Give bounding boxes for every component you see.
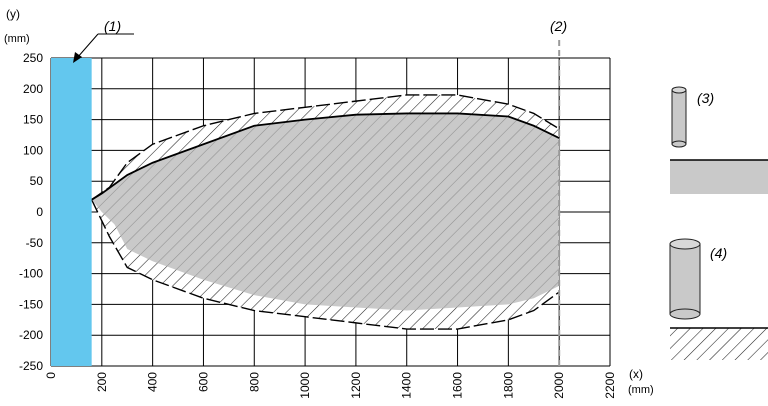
x-tick-2200: 2200: [603, 372, 617, 399]
y-tick-250: 250: [23, 51, 43, 65]
x-tick-2000: 2000: [552, 372, 566, 399]
y-tick--150: -150: [19, 297, 43, 311]
callout-2: (2): [550, 18, 567, 34]
inner-zone-upper-edge: [91, 112, 560, 201]
thin-cylinder-icon: [671, 86, 687, 148]
x-tick-200: 200: [95, 372, 109, 392]
y-tick--200: -200: [19, 328, 43, 342]
y-tick-0: 0: [36, 205, 43, 219]
callout-1: (1): [104, 18, 121, 34]
legend-label-3: (3): [697, 90, 714, 106]
y-tick--50: -50: [26, 236, 44, 250]
y-tick--100: -100: [19, 267, 43, 281]
inner-zone: [91, 112, 560, 311]
x-tick-1400: 1400: [400, 372, 414, 399]
y-tick--250: -250: [19, 359, 43, 373]
hatched-zone-swatch: [670, 328, 768, 360]
x-tick-labels: 0 200 400 600 800 1000 1200 1400 1600 1800 2000 220…: [44, 372, 617, 399]
y-tick-labels: 250 200 150 100 50 0 -50 -100 -150 -200 -250: [19, 51, 43, 373]
legend-label-4: (4): [710, 245, 727, 261]
wide-cylinder-icon: [669, 238, 701, 320]
y-axis-unit-label: (mm): [4, 33, 30, 45]
x-tick-1000: 1000: [298, 372, 312, 399]
x-tick-600: 600: [196, 372, 210, 392]
blocked-zone-rect: [51, 58, 92, 366]
x-tick-1800: 1800: [501, 372, 515, 399]
outer-zone-lower-edge: [91, 199, 560, 330]
y-axis-variable-label: (y): [6, 7, 20, 21]
x-tick-400: 400: [146, 372, 160, 392]
y-tick-150: 150: [23, 113, 43, 127]
outer-zone-upper-edge: [91, 94, 560, 201]
x-axis-unit-label: (mm): [628, 384, 654, 396]
legend-item-4: (4): [669, 238, 768, 360]
y-tick-50: 50: [30, 174, 44, 188]
legend-item-3: (3): [670, 86, 768, 194]
callout-1-leader: [73, 33, 134, 63]
x-tick-1200: 1200: [349, 372, 363, 399]
x-tick-1600: 1600: [451, 372, 465, 399]
y-tick-100: 100: [23, 143, 43, 157]
inner-zone-hatch: [91, 113, 560, 311]
blocked-zone: [51, 58, 92, 366]
x-tick-0: 0: [44, 372, 58, 379]
x-axis-variable-label: (x): [629, 367, 643, 381]
solid-zone-swatch: [670, 160, 768, 194]
x-tick-800: 800: [247, 372, 261, 392]
y-tick-200: 200: [23, 82, 43, 96]
